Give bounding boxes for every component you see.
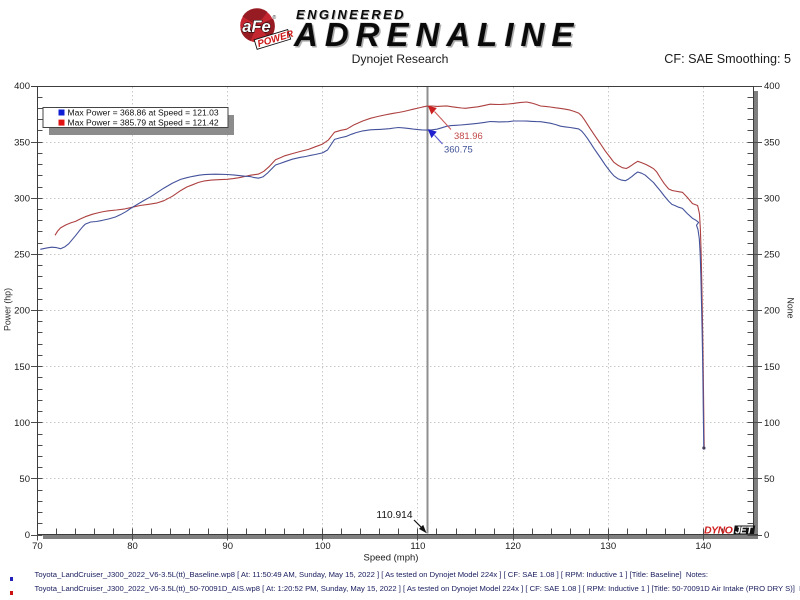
svg-text:DYNO: DYNO (704, 525, 733, 537)
svg-text:Power (hp): Power (hp) (3, 288, 13, 331)
svg-text:JET: JET (735, 526, 753, 537)
svg-text:50: 50 (764, 474, 775, 485)
svg-text:Max Power = 385.79 at Speed =: Max Power = 385.79 at Speed = 121.42 (68, 118, 219, 128)
svg-text:0: 0 (764, 530, 769, 541)
svg-text:200: 200 (764, 306, 780, 317)
svg-text:110.914: 110.914 (376, 510, 412, 521)
svg-text:300: 300 (764, 193, 780, 204)
svg-text:aFe: aFe (242, 18, 270, 36)
svg-text:360.75: 360.75 (444, 144, 473, 155)
svg-text:150: 150 (764, 362, 780, 373)
svg-text:120: 120 (505, 541, 521, 552)
svg-text:®: ® (273, 14, 277, 21)
svg-text:90: 90 (222, 541, 233, 552)
svg-text:400: 400 (764, 81, 780, 92)
svg-text:130: 130 (600, 541, 616, 552)
svg-text:0: 0 (25, 530, 30, 541)
svg-text:Max Power = 368.86 at Speed =: Max Power = 368.86 at Speed = 121.03 (68, 108, 219, 118)
svg-text:Speed (mph): Speed (mph) (364, 553, 419, 564)
svg-text:70: 70 (32, 541, 43, 552)
svg-text:250: 250 (14, 250, 30, 261)
svg-text:140: 140 (695, 541, 711, 552)
svg-text:300: 300 (14, 193, 30, 204)
svg-text:250: 250 (764, 250, 780, 261)
svg-text:150: 150 (14, 362, 30, 373)
svg-text:350: 350 (14, 137, 30, 148)
svg-text:50: 50 (19, 474, 30, 485)
svg-text:100: 100 (764, 418, 780, 429)
svg-text:200: 200 (14, 306, 30, 317)
svg-text:None: None (786, 297, 796, 318)
svg-text:100: 100 (14, 418, 30, 429)
svg-text:350: 350 (764, 137, 780, 148)
svg-text:400: 400 (14, 81, 30, 92)
svg-text:80: 80 (127, 541, 138, 552)
svg-text:110: 110 (410, 541, 425, 552)
svg-text:381.96: 381.96 (454, 130, 483, 141)
svg-text:100: 100 (315, 541, 331, 552)
